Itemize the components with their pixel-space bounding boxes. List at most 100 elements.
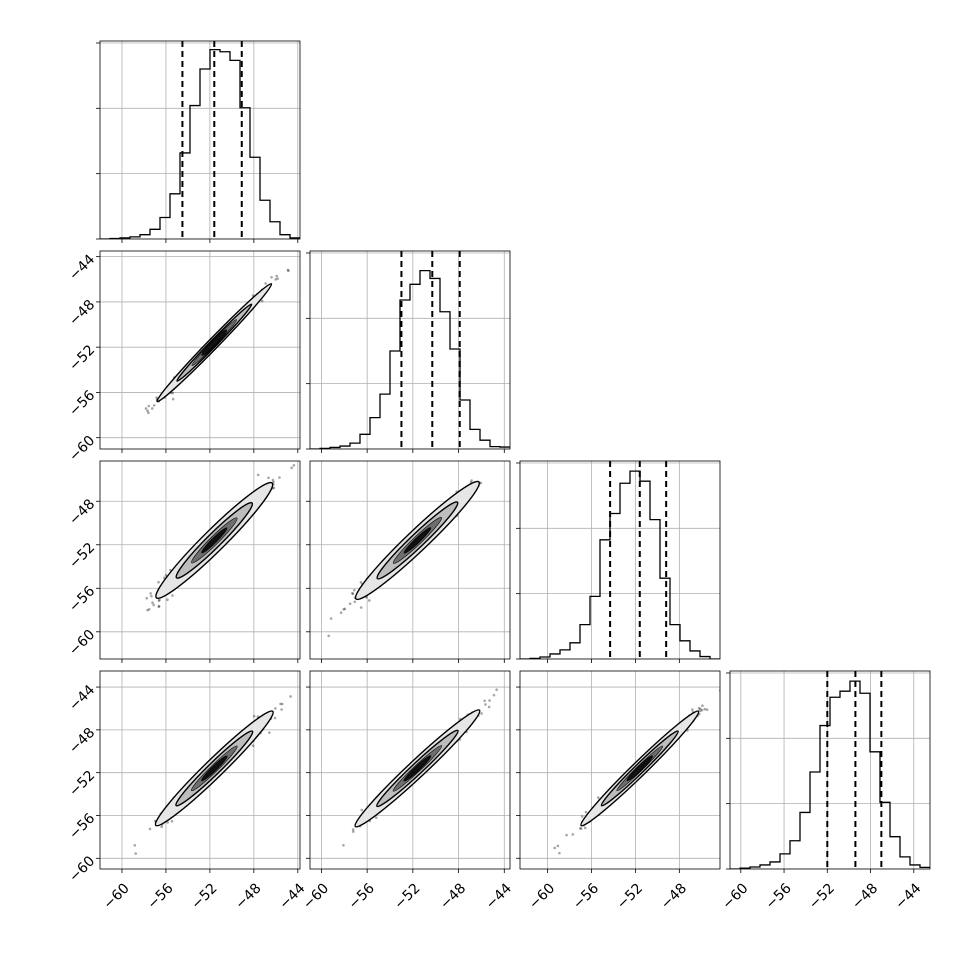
sample-point: [267, 476, 270, 480]
sample-point: [351, 591, 354, 595]
sample-point: [360, 808, 364, 812]
sample-point: [701, 704, 704, 708]
sample-point: [329, 617, 333, 620]
sample-point: [339, 611, 343, 615]
histogram-step: [730, 680, 930, 869]
x-tick-label: −56: [763, 880, 795, 912]
sample-point: [276, 277, 279, 280]
sample-point: [353, 600, 357, 604]
sample-point: [146, 608, 149, 612]
sample-point: [583, 826, 587, 830]
sample-point: [287, 269, 290, 273]
x-tick-label: −60: [526, 880, 558, 912]
sample-point: [157, 605, 161, 608]
y-tick-label: −52: [66, 342, 98, 374]
sample-point: [144, 407, 148, 410]
hist-panel-0: [96, 40, 301, 243]
sample-point: [286, 268, 290, 272]
sample-point: [155, 396, 158, 399]
sample-point: [273, 716, 277, 720]
sample-point: [470, 479, 473, 482]
sample-point: [580, 815, 584, 818]
sample-point: [157, 599, 161, 602]
x-tick-label: −48: [232, 880, 264, 912]
sample-point: [275, 274, 279, 278]
sample-point: [342, 843, 345, 847]
sample-point: [272, 480, 275, 484]
sample-point: [270, 276, 273, 279]
x-tick-label: −52: [188, 880, 220, 912]
x-tick-label: −44: [483, 880, 515, 912]
sample-point: [290, 466, 293, 470]
hist-panel-2: [516, 460, 721, 663]
sample-point: [133, 843, 137, 847]
sample-point: [252, 714, 256, 718]
sample-point: [556, 844, 560, 848]
sample-point: [488, 699, 491, 702]
sample-point: [152, 404, 156, 407]
x-tick-label: −52: [806, 880, 838, 912]
sample-point: [327, 634, 330, 638]
sample-point: [359, 581, 363, 584]
x-tick-label: −52: [614, 880, 646, 912]
sample-point: [171, 391, 175, 395]
sample-point: [280, 702, 284, 706]
sample-point: [483, 699, 486, 703]
sample-point: [260, 299, 264, 303]
sample-point: [343, 607, 347, 611]
axes-frame: [519, 670, 721, 870]
hist-panel-3: −60 −56 −52 −48 −44: [719, 670, 931, 913]
sample-point: [134, 852, 138, 855]
y-tick-label: −60: [66, 433, 98, 465]
x-tick-label: −44: [892, 880, 924, 912]
y-tick-label: −56: [66, 387, 98, 419]
scatter-panel-2-1: [306, 460, 511, 663]
x-tick-label: −56: [346, 880, 378, 912]
density-contour: [403, 755, 432, 782]
sample-point: [703, 707, 707, 711]
sample-point: [256, 473, 260, 477]
sample-point: [348, 602, 352, 606]
axes-frame: [729, 670, 931, 870]
sample-point: [487, 705, 491, 709]
sample-point: [584, 810, 588, 814]
sample-point: [278, 476, 281, 479]
plot-area: [100, 671, 300, 869]
sample-point: [342, 608, 346, 611]
density-contour: [201, 527, 228, 554]
sample-point: [146, 409, 149, 413]
density-contour: [626, 755, 653, 782]
axes-frame: [309, 670, 511, 870]
sample-point: [264, 282, 267, 285]
sample-point: [579, 826, 582, 830]
histogram-step: [520, 470, 720, 659]
scatter-panel-3-1: −60 −56 −52 −48 −44: [300, 670, 515, 913]
sample-point: [166, 821, 170, 824]
sample-point: [571, 833, 575, 836]
sample-point: [151, 601, 154, 605]
density-contour: [403, 527, 432, 554]
x-tick-label: −60: [300, 880, 332, 912]
sample-point: [279, 702, 282, 706]
sample-point: [359, 606, 363, 609]
sample-point: [374, 816, 378, 820]
y-tick-label: −52: [66, 540, 98, 572]
sample-point: [145, 596, 148, 600]
sample-point: [164, 573, 168, 577]
scatter-panel-3-2: −60 −56 −52 −48: [516, 670, 721, 913]
density-contour: [201, 329, 228, 356]
sample-point: [479, 481, 483, 485]
sample-point: [171, 397, 175, 401]
sample-point: [293, 454, 296, 457]
y-tick-label: −52: [66, 768, 98, 800]
y-tick-label: −48: [66, 725, 98, 757]
sample-point: [170, 819, 174, 823]
y-tick-label: −44: [66, 682, 98, 714]
sample-point: [492, 693, 496, 697]
x-tick-label: −56: [570, 880, 602, 912]
sample-point: [690, 708, 694, 711]
sample-point: [150, 407, 154, 410]
sample-point: [495, 688, 498, 692]
density-contour: [201, 755, 228, 782]
